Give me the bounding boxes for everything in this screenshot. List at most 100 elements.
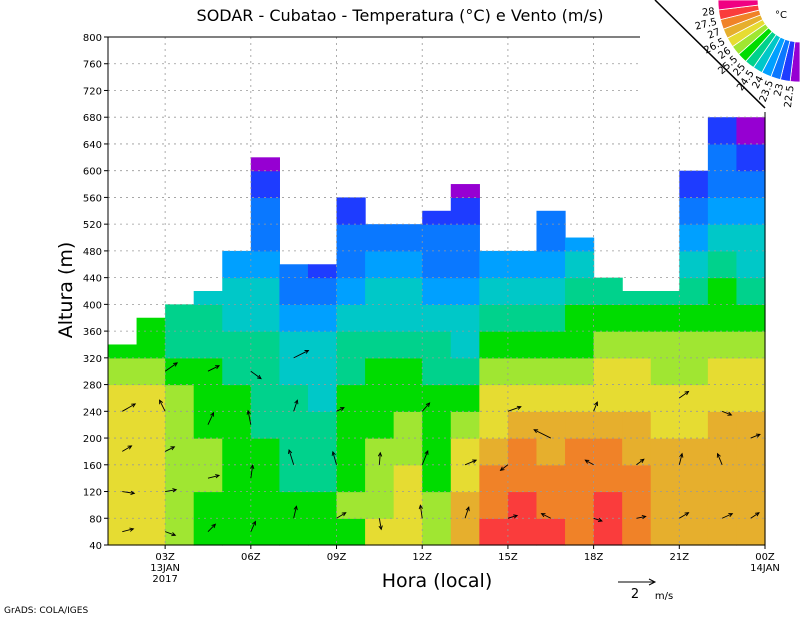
temperature-cell — [565, 438, 595, 466]
temperature-cell — [450, 357, 480, 386]
temperature-cell — [736, 411, 766, 439]
temperature-cell — [136, 317, 166, 332]
wind-arrow — [122, 445, 133, 452]
temperature-cell — [507, 464, 538, 493]
y-tick-label: 160 — [83, 461, 102, 472]
temperature-cell — [650, 438, 680, 466]
wind-arrow — [336, 407, 345, 412]
temperature-cell — [536, 250, 566, 279]
wind-arrow-shaft — [464, 459, 477, 466]
wind-arrow — [250, 520, 256, 532]
temperature-cell — [336, 518, 366, 546]
temperature-cell — [250, 170, 280, 199]
temperature-cell — [307, 491, 338, 519]
temperature-cell — [736, 170, 766, 199]
temperature-cell — [136, 331, 166, 359]
temperature-cell — [250, 384, 280, 412]
wind-arrow — [164, 531, 177, 537]
wind-arrow-shaft — [378, 518, 382, 530]
temperature-cell — [393, 224, 423, 252]
wind-reference: 2 m/s — [618, 578, 673, 602]
temperature-cell — [565, 237, 595, 252]
temperature-cell — [650, 291, 680, 305]
wind-arrow-shaft — [679, 391, 689, 399]
temperature-cell — [279, 277, 309, 305]
y-tick-label: 560 — [83, 193, 102, 204]
temperature-cell — [679, 491, 709, 519]
temperature-cell — [622, 518, 652, 546]
temperature-cell — [707, 438, 738, 466]
wind-arrow-head — [173, 362, 179, 367]
temperature-cell — [365, 277, 395, 305]
wind-arrow-head — [641, 514, 647, 520]
legend-swatch — [719, 9, 762, 30]
wind-arrow-shaft — [336, 407, 345, 412]
legend-swatch — [745, 31, 777, 69]
wind-arrow — [122, 403, 137, 412]
temperature-cell — [422, 250, 452, 279]
temperature-cell — [736, 357, 766, 386]
temperature-cell — [193, 331, 223, 359]
temperature-cell — [707, 117, 738, 145]
temperature-cell — [279, 491, 309, 519]
temperature-cell — [450, 491, 480, 519]
temperature-cell — [307, 438, 338, 466]
temperature-cell — [650, 411, 680, 439]
temperature-cell — [507, 331, 538, 359]
wind-arrow — [250, 464, 255, 479]
wind-arrow — [164, 362, 179, 372]
wind-arrow — [593, 401, 599, 412]
x-tick-label: 06Z — [241, 552, 261, 563]
temperature-cell — [679, 384, 709, 412]
temperature-cell — [565, 411, 595, 439]
temperature-cell — [393, 357, 423, 386]
temperature-cell — [707, 464, 738, 493]
wind-arrow-head — [465, 506, 470, 512]
temperature-cell — [336, 491, 366, 519]
wind-arrow-head — [331, 450, 336, 456]
temperature-cell — [507, 304, 538, 332]
wind-arrow-shaft — [500, 464, 509, 471]
wind-arrow-shaft — [247, 410, 252, 425]
temperature-cell — [736, 277, 766, 305]
temperature-cell — [222, 464, 252, 493]
temperature-cell — [393, 384, 423, 412]
temperature-cell — [507, 438, 538, 466]
temperature-cell — [450, 411, 480, 439]
temperature-cell — [165, 411, 195, 439]
y-axis: 40 80 120 160 200 240 280 320 360 400 440 480 520 560… — [83, 33, 108, 552]
wind-arrow-head — [159, 399, 164, 405]
wind-arrow — [378, 518, 383, 531]
temperature-cell — [565, 464, 595, 493]
temperature-cell — [507, 277, 538, 305]
wind-arrow — [678, 452, 684, 465]
temperature-cell — [422, 384, 452, 412]
temperature-cell — [450, 277, 480, 305]
temperature-cell — [450, 464, 480, 493]
temperature-cell — [450, 224, 480, 252]
wind-arrow-head — [597, 517, 603, 522]
wind-arrow-head — [129, 527, 135, 532]
y-tick-label: 80 — [89, 514, 102, 525]
wind-arrow-head — [211, 523, 217, 529]
temperature-cell — [136, 411, 166, 439]
temperature-cell — [108, 344, 138, 359]
temperature-cell — [679, 304, 709, 332]
wind-arrow — [721, 513, 734, 519]
y-tick-label: 760 — [83, 60, 102, 71]
wind-arrow — [421, 449, 429, 465]
temperature-cell — [479, 438, 509, 466]
temperature-cell — [136, 357, 166, 386]
temperature-cell — [307, 304, 338, 332]
temperature-cell — [565, 384, 595, 412]
x-tick-label: 09Z — [327, 552, 347, 563]
x-tick-year: 2017 — [152, 574, 177, 585]
temperature-cell — [336, 438, 366, 466]
grads-credit: GrADS: COLA/IGES — [4, 606, 88, 616]
temperature-cell — [165, 331, 195, 359]
wind-arrow-head — [170, 446, 176, 451]
wind-arrow-head — [540, 513, 546, 518]
temperature-cell — [707, 277, 738, 305]
temperature-cell — [250, 197, 280, 225]
temperature-cell — [650, 357, 680, 386]
